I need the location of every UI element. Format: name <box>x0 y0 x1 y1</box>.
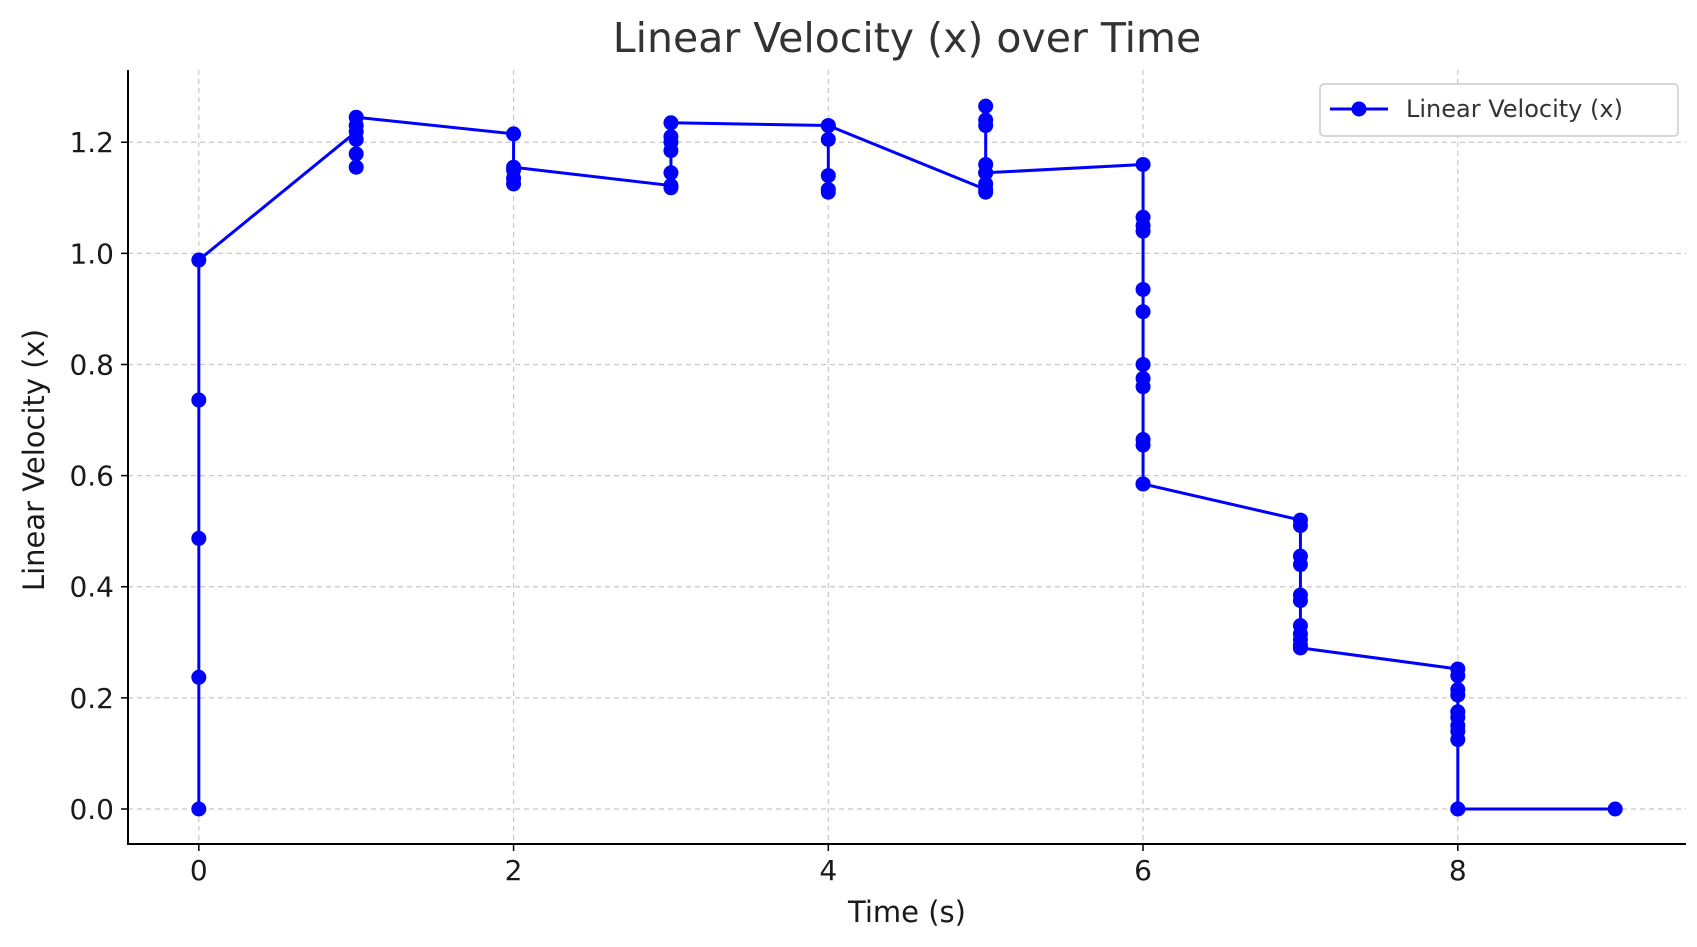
data-point <box>1135 476 1151 492</box>
y-axis-title: Linear Velocity (x) <box>17 329 51 591</box>
legend-marker-swatch <box>1351 101 1367 117</box>
y-tick-label: 0.8 <box>69 348 114 381</box>
data-point <box>191 801 207 817</box>
chart-title: Linear Velocity (x) over Time <box>613 14 1201 62</box>
data-point <box>663 115 679 131</box>
axes <box>127 70 1686 845</box>
data-point <box>820 131 836 147</box>
data-point <box>663 165 679 181</box>
data-point <box>1607 801 1623 817</box>
data-point <box>820 184 836 200</box>
x-tick-label: 6 <box>1134 854 1152 887</box>
y-tick-label: 0.2 <box>69 682 114 715</box>
x-tick-label: 4 <box>819 854 837 887</box>
data-point <box>663 129 679 145</box>
data-point <box>1135 156 1151 172</box>
data-point <box>348 131 364 147</box>
data-point <box>978 98 994 114</box>
data-point <box>1450 668 1466 684</box>
data-point <box>978 112 994 128</box>
series-line <box>197 104 1616 811</box>
y-tick-label: 1.2 <box>69 126 114 159</box>
y-tick-label: 0.6 <box>69 460 114 493</box>
data-point <box>191 252 207 268</box>
legend: Linear Velocity (x) <box>1319 83 1679 137</box>
data-point <box>1292 640 1308 656</box>
data-point <box>1135 379 1151 395</box>
y-tick-label: 1.0 <box>69 237 114 270</box>
data-point <box>1450 687 1466 703</box>
data-point <box>191 530 207 546</box>
x-tick-label: 2 <box>505 854 523 887</box>
y-ticks: 0.0 0.2 0.4 0.6 0.8 1.0 1.2 <box>69 126 128 826</box>
data-point <box>348 146 364 162</box>
data-point <box>978 176 994 192</box>
data-point <box>348 109 364 125</box>
data-point <box>348 159 364 175</box>
data-point <box>1292 518 1308 534</box>
x-ticks: 0 2 4 6 8 <box>190 844 1467 887</box>
y-tick-label: 0.4 <box>69 571 114 604</box>
data-point <box>506 159 522 175</box>
data-point <box>820 118 836 134</box>
data-point <box>663 180 679 196</box>
data-point <box>1450 801 1466 817</box>
data-point <box>191 669 207 685</box>
data-point <box>1135 356 1151 372</box>
x-axis-title: Time (s) <box>847 895 966 929</box>
data-point <box>1292 557 1308 573</box>
legend-box <box>1319 83 1679 137</box>
data-point <box>978 165 994 181</box>
data-point <box>1450 732 1466 748</box>
data-point <box>191 392 207 408</box>
x-tick-label: 8 <box>1449 854 1467 887</box>
data-point <box>820 168 836 184</box>
series-layer <box>191 98 1623 817</box>
data-point <box>1135 223 1151 239</box>
legend-label: Linear Velocity (x) <box>1406 95 1623 123</box>
x-tick-label: 0 <box>190 854 208 887</box>
data-point <box>506 126 522 142</box>
data-point <box>1135 304 1151 320</box>
data-point <box>1135 281 1151 297</box>
data-point <box>1292 593 1308 609</box>
data-point <box>1135 437 1151 453</box>
y-tick-label: 0.0 <box>69 793 114 826</box>
